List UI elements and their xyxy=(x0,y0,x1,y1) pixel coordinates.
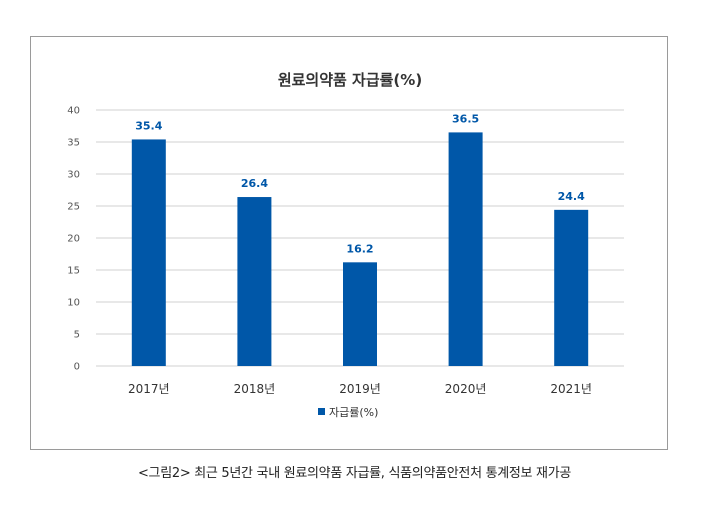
chart-title: 원료의약품 자급률(%) xyxy=(278,71,422,89)
bar xyxy=(448,132,483,366)
data-label: 36.5 xyxy=(452,112,479,125)
y-tick-label: 40 xyxy=(67,106,80,117)
x-tick-label: 2017년 xyxy=(128,382,170,396)
y-tick-label: 20 xyxy=(67,234,80,245)
grid-lines xyxy=(96,109,624,367)
y-tick-label: 15 xyxy=(67,266,80,277)
x-tick-label: 2018년 xyxy=(234,382,276,396)
figure-caption: <그림2> 최근 5년간 국내 원료의약품 자급률, 식품의약품안전처 통계정보… xyxy=(137,466,572,481)
data-label: 26.4 xyxy=(241,177,268,190)
x-tick-label: 2019년 xyxy=(339,382,381,396)
legend-swatch xyxy=(318,408,325,415)
x-axis-category-labels: 2017년 2018년 2019년 2020년 2021년 xyxy=(128,382,592,396)
bars xyxy=(131,132,589,366)
legend: 자급률(%) xyxy=(318,406,378,419)
bar xyxy=(131,139,166,366)
y-tick-label: 0 xyxy=(74,362,80,373)
x-tick-label: 2021년 xyxy=(550,382,592,396)
data-label: 16.2 xyxy=(346,242,373,255)
y-tick-label: 5 xyxy=(74,330,80,341)
bar xyxy=(554,209,589,366)
legend-label: 자급률(%) xyxy=(329,406,378,419)
y-tick-label: 10 xyxy=(67,298,80,309)
y-tick-label: 35 xyxy=(67,138,80,149)
x-tick-label: 2020년 xyxy=(445,382,487,396)
bar xyxy=(343,262,377,366)
bar xyxy=(237,197,272,366)
chart-frame: 원료의약품 자급률(%) 0 5 10 15 20 25 30 35 40 35.4 26.4 16… xyxy=(30,36,668,450)
y-tick-label: 25 xyxy=(67,202,80,213)
data-labels: 35.4 26.4 16.2 36.5 24.4 xyxy=(135,112,585,255)
bar-chart: 원료의약품 자급률(%) 0 5 10 15 20 25 30 35 40 35.4 26.4 16… xyxy=(67,71,624,419)
data-label: 35.4 xyxy=(135,119,162,132)
data-label: 24.4 xyxy=(558,190,585,203)
y-tick-label: 30 xyxy=(67,170,80,181)
y-axis-tick-labels: 0 5 10 15 20 25 30 35 40 xyxy=(67,106,80,373)
